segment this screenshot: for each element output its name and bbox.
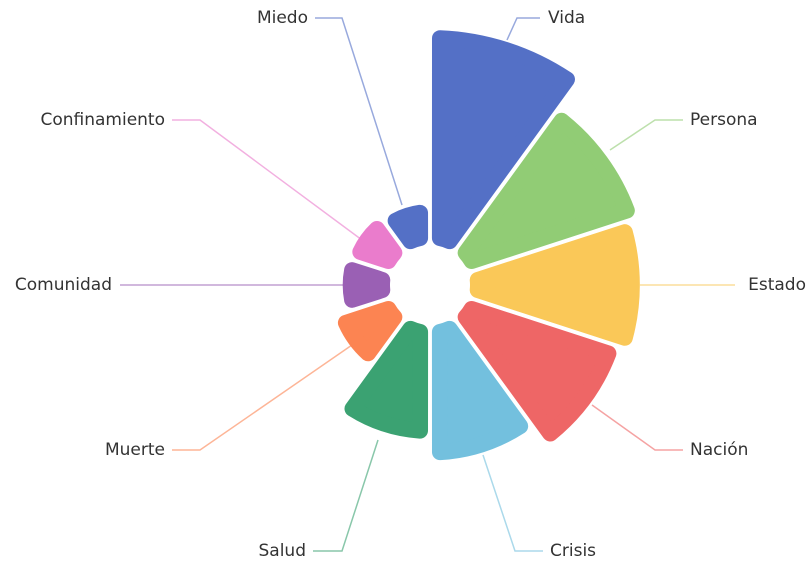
rose-sector (352, 220, 403, 270)
rose-sector (457, 112, 635, 270)
category-label: Persona (690, 110, 758, 130)
rose-sector (469, 224, 640, 346)
category-label: Nación (690, 440, 748, 460)
rose-sector (387, 204, 429, 250)
label-line (313, 439, 379, 552)
category-label: Confinamiento (40, 110, 165, 130)
label-line (609, 119, 683, 151)
category-label: Muerte (105, 440, 165, 460)
category-label: Miedo (257, 8, 308, 28)
label-line (482, 454, 543, 552)
label-line (315, 17, 403, 206)
label-line (172, 344, 353, 451)
rose-sector (431, 30, 575, 250)
rose-sector (344, 320, 429, 439)
rose-sector (457, 300, 617, 442)
label-line (591, 404, 683, 451)
category-label: Crisis (550, 541, 596, 561)
rose-sector (342, 262, 391, 308)
rose-sector (431, 320, 529, 461)
label-line (506, 17, 540, 41)
category-label: Estado (748, 275, 806, 295)
label-line (172, 119, 363, 241)
category-label: Vida (548, 8, 585, 28)
category-label: Salud (259, 541, 307, 561)
category-label: Comunidad (15, 275, 112, 295)
rose-sector (337, 300, 403, 362)
